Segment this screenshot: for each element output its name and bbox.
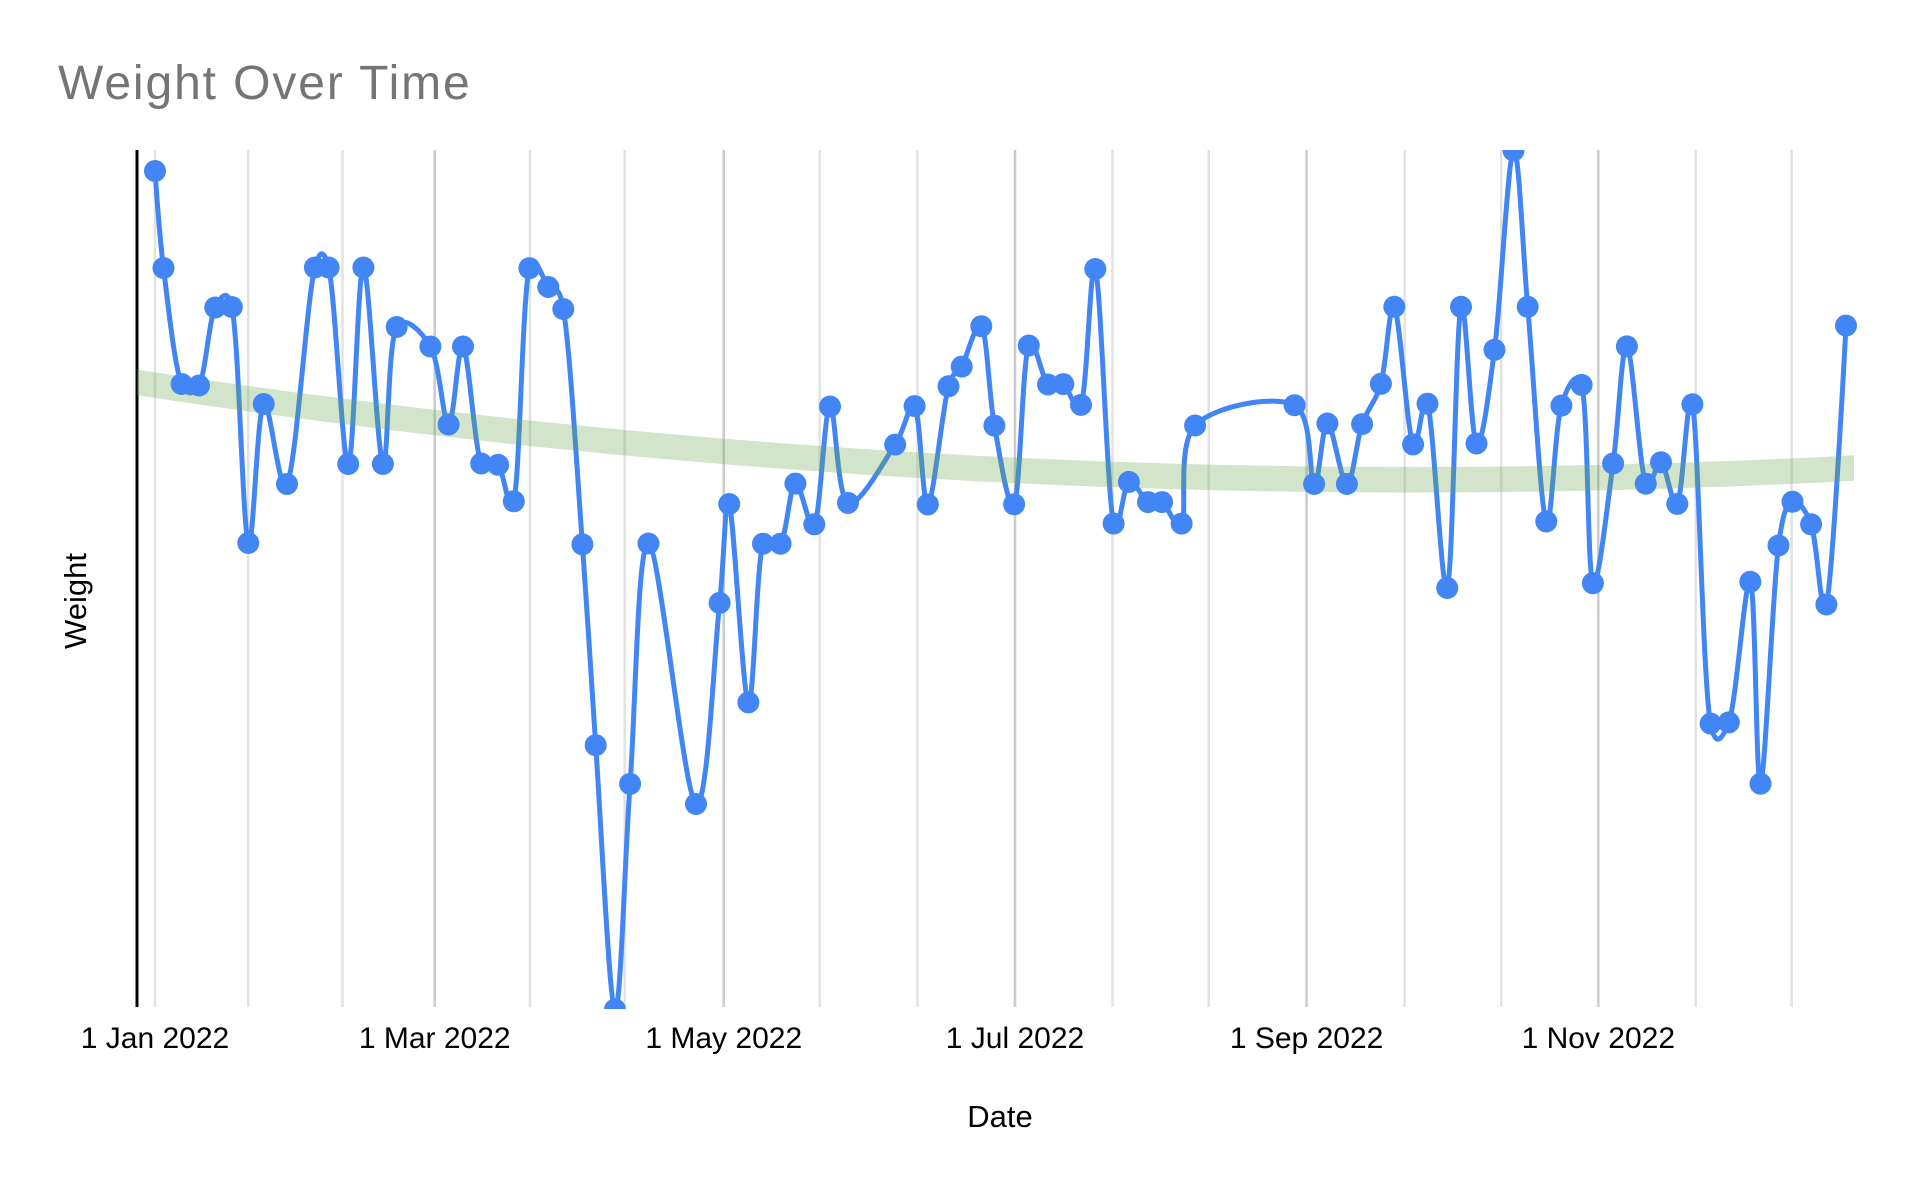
- svg-text:Weight: Weight: [58, 553, 93, 649]
- svg-text:1 Jan 2022: 1 Jan 2022: [81, 1022, 229, 1055]
- svg-text:1 May 2022: 1 May 2022: [645, 1022, 802, 1055]
- svg-text:1 Jul 2022: 1 Jul 2022: [946, 1022, 1084, 1055]
- svg-text:1 Nov 2022: 1 Nov 2022: [1522, 1022, 1675, 1055]
- svg-text:Weight Over Time: Weight Over Time: [58, 57, 472, 110]
- svg-text:1 Sep 2022: 1 Sep 2022: [1230, 1022, 1383, 1055]
- svg-text:Date: Date: [967, 1099, 1032, 1134]
- svg-text:1 Mar 2022: 1 Mar 2022: [359, 1022, 511, 1055]
